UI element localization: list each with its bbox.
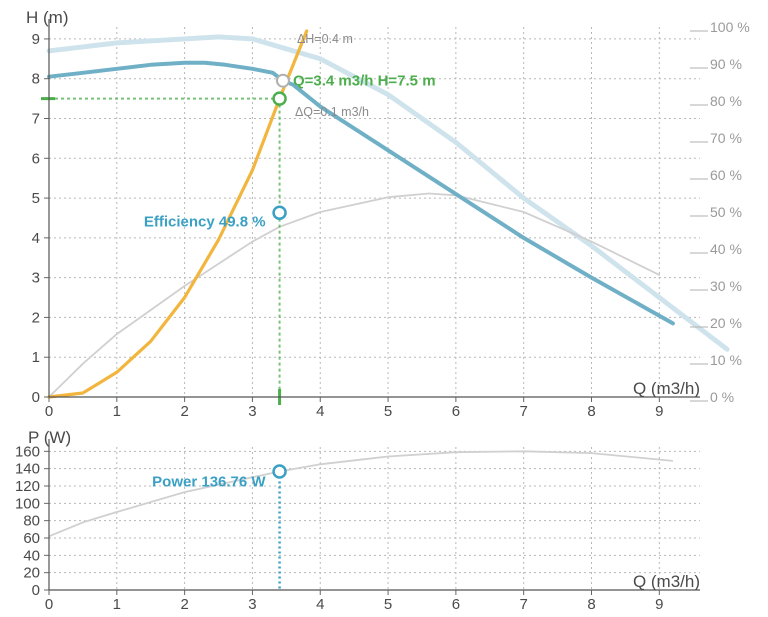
operating-point-marker <box>275 73 290 88</box>
h-y-tick-label: 6 <box>32 150 40 167</box>
p-x-tick-label: 3 <box>248 596 256 613</box>
p-y-tick-label: 20 <box>23 565 40 582</box>
p-y-tick-label: 0 <box>32 582 40 599</box>
p-y-tick-label: 120 <box>15 478 40 495</box>
power-axis-label: P (W) <box>28 428 71 447</box>
p-x-tick-label: 2 <box>180 596 188 613</box>
duty-point-label: Q=3.4 m3/h H=7.5 m <box>293 73 436 90</box>
h-x-tick-label: 0 <box>45 403 53 420</box>
h-y2-tick-label: 70 % <box>710 130 742 146</box>
delta-h-annotation: ΔH=0.4 m <box>297 32 353 46</box>
p-y-tick-label: 160 <box>15 443 40 460</box>
efficiency-curve <box>48 192 661 398</box>
h-x-tick-label: 4 <box>316 403 324 420</box>
power-point-marker <box>272 464 287 479</box>
head-axis-label: H (m) <box>26 8 68 27</box>
p-x-tick-label: 4 <box>316 596 324 613</box>
p-x-tick-label: 9 <box>655 596 663 613</box>
p-x-tick-label: 0 <box>45 596 53 613</box>
h-y2-tick-label: 100 % <box>710 19 750 35</box>
pump-head-curve <box>47 60 675 326</box>
h-y2-tick-label: 40 % <box>710 241 742 257</box>
p-x-tick-label: 6 <box>452 596 460 613</box>
h-x-tick-label: 2 <box>180 403 188 420</box>
h-x-tick-label: 1 <box>113 403 121 420</box>
p-y-tick-label: 140 <box>15 461 40 478</box>
h-x-tick-label: 8 <box>587 403 595 420</box>
h-y-tick-label: 7 <box>32 111 40 128</box>
p-y-tick-label: 60 <box>23 530 40 547</box>
p-x-tick-label: 7 <box>520 596 528 613</box>
h-y-tick-label: 2 <box>32 309 40 326</box>
h-x-tick-label: 7 <box>520 403 528 420</box>
p-y-tick-label: 100 <box>15 495 40 512</box>
p-x-tick-label: 1 <box>113 596 121 613</box>
h-y2-tick-label: 0 % <box>710 389 734 405</box>
p-y-tick-label: 40 <box>23 547 40 564</box>
h-y2-tick-label: 60 % <box>710 167 742 183</box>
h-y2-tick-label: 90 % <box>710 56 742 72</box>
h-y-tick-label: 4 <box>32 230 40 247</box>
h-y-tick-label: 5 <box>32 190 40 207</box>
head-chart-x-axis-label: Q (m3/h) <box>633 379 700 398</box>
power-chart-x-axis-label: Q (m3/h) <box>633 572 700 591</box>
power-label: Power 136.76 W <box>152 473 266 490</box>
duty-point-marker <box>272 91 287 106</box>
p-y-tick-label: 80 <box>23 513 40 530</box>
p-x-tick-label: 8 <box>587 596 595 613</box>
h-y2-tick-label: 80 % <box>710 93 742 109</box>
h-y2-tick-label: 20 % <box>710 315 742 331</box>
power-curve <box>48 450 673 538</box>
h-x-tick-label: 5 <box>384 403 392 420</box>
max-head-curve <box>46 34 730 352</box>
delta-q-annotation: ΔQ=0.1 m3/h <box>295 105 369 119</box>
h-y2-tick-label: 50 % <box>710 204 742 220</box>
h-y-tick-label: 8 <box>32 71 40 88</box>
p-x-tick-label: 5 <box>384 596 392 613</box>
h-x-tick-label: 9 <box>655 403 663 420</box>
efficiency-point-marker <box>272 205 287 220</box>
h-y-tick-label: 3 <box>32 270 40 287</box>
system-curve <box>47 29 309 399</box>
h-y-tick-label: 9 <box>32 31 40 48</box>
h-y2-tick-label: 10 % <box>710 352 742 368</box>
h-x-tick-label: 3 <box>248 403 256 420</box>
h-y-tick-label: 0 <box>32 389 40 406</box>
h-x-tick-label: 6 <box>452 403 460 420</box>
h-y-tick-label: 1 <box>32 349 40 366</box>
h-y2-tick-label: 30 % <box>710 278 742 294</box>
efficiency-label: Efficiency 49.8 % <box>144 214 266 231</box>
